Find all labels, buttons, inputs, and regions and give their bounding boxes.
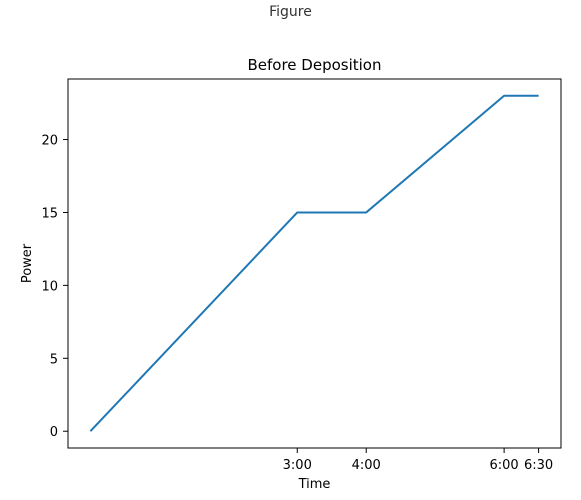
y-tick-label: 20 <box>41 134 58 149</box>
x-axis: 3:00 4:00 6:00 6:30 <box>283 448 553 473</box>
y-axis-label: Power <box>20 243 35 283</box>
x-axis-label: Time <box>298 477 331 492</box>
data-series <box>89 94 539 432</box>
chart-title: Before Deposition <box>247 56 381 74</box>
y-tick-label: 10 <box>41 279 58 294</box>
x-tick-label: 6:30 <box>524 458 553 473</box>
y-tick-label: 5 <box>50 352 58 367</box>
window-title: Figure <box>269 4 312 20</box>
y-tick-label: 0 <box>50 425 58 440</box>
x-tick-label: 6:00 <box>490 458 519 473</box>
series-line-0 <box>89 94 539 432</box>
x-tick-label: 3:00 <box>283 458 312 473</box>
x-tick-label: 4:00 <box>352 458 381 473</box>
axes-frame <box>67 78 562 449</box>
y-tick-label: 15 <box>41 206 58 221</box>
y-axis: 0 5 10 15 20 <box>41 134 68 440</box>
